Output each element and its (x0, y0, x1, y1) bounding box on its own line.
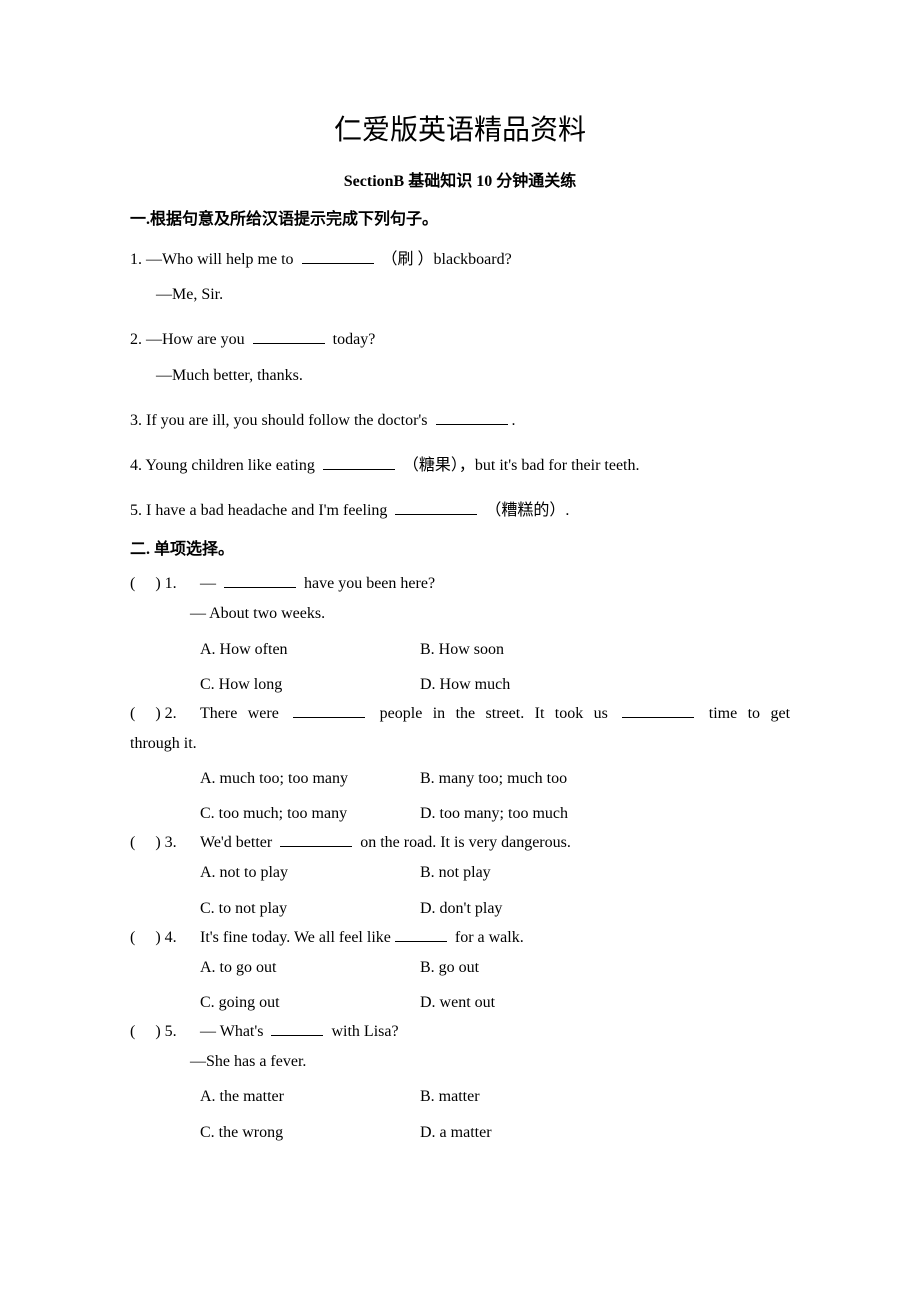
opt-c: C. the wrong (200, 1115, 420, 1150)
page-title: 仁爱版英语精品资料 (130, 110, 790, 152)
stem-pre: There were (200, 705, 289, 722)
opt-b: B. matter (420, 1079, 480, 1114)
opts-row1: A. much too; too many B. many too; much … (130, 761, 790, 796)
opt-a: A. to go out (200, 950, 420, 985)
stem: — What's with Lisa? (200, 1020, 399, 1044)
blank (293, 702, 365, 718)
stem-pre: We'd better (200, 834, 276, 851)
opts-row2: C. going out D. went out (130, 985, 790, 1020)
opts-row2: C. How long D. How much (130, 667, 790, 702)
opt-d: D. went out (420, 985, 495, 1020)
blank (622, 702, 694, 718)
opt-d: D. How much (420, 667, 510, 702)
opt-c: C. going out (200, 985, 420, 1020)
s1-q3-pre: 3. If you are ill, you should follow the… (130, 412, 432, 429)
blank (253, 328, 325, 344)
s2-q2: ( ) 2. There were people in the street. … (130, 702, 790, 832)
opts-row1: A. not to play B. not play (130, 855, 790, 890)
blank (395, 499, 477, 515)
opt-a: A. How often (200, 632, 420, 667)
stem-post: have you been here? (300, 575, 435, 592)
s2-q3: ( ) 3. We'd better on the road. It is ve… (130, 831, 790, 925)
opt-a: A. not to play (200, 855, 420, 890)
blank (280, 831, 352, 847)
s1-q3: 3. If you are ill, you should follow the… (130, 403, 790, 438)
blank (323, 454, 395, 470)
opt-c: C. to not play (200, 891, 420, 926)
opt-c: C. too much; too many (200, 796, 420, 831)
stem-post: time to get (698, 705, 790, 722)
opt-b: B. go out (420, 950, 479, 985)
stem: — have you been here? (200, 572, 435, 596)
opt-a: A. much too; too many (200, 761, 420, 796)
s1-q1: 1. —Who will help me to （刷 ）blackboard? … (130, 242, 790, 312)
opts-row2: C. the wrong D. a matter (130, 1115, 790, 1150)
s1-q4-pre: 4. Young children like eating (130, 457, 319, 474)
s1-q2-cont: —Much better, thanks. (130, 358, 790, 393)
s2-q5: ( ) 5. — What's with Lisa? —She has a fe… (130, 1020, 790, 1150)
s1-q2-pre: 2. —How are you (130, 331, 249, 348)
opt-a: A. the matter (200, 1079, 420, 1114)
mc-prefix: ( ) 4. (130, 926, 200, 950)
cont: — About two weeks. (130, 596, 790, 631)
mc-prefix: ( ) 2. (130, 702, 200, 726)
opts-row1: A. How often B. How soon (130, 632, 790, 667)
s1-q2-hint: today? (333, 331, 376, 348)
stem-pre: — What's (200, 1023, 267, 1040)
s1-q1-hint: （刷 ）blackboard? (382, 251, 512, 268)
s2-q4: ( ) 4. It's fine today. We all feel like… (130, 926, 790, 1020)
stem-post: for a walk. (451, 929, 524, 946)
opt-b: B. many too; much too (420, 761, 567, 796)
blank (395, 926, 447, 942)
opt-d: D. a matter (420, 1115, 492, 1150)
opt-d: D. too many; too much (420, 796, 568, 831)
s1-q5-hint: （糟糕的）. (485, 502, 569, 519)
cont-line: through it. (130, 726, 790, 761)
stem-pre: — (200, 575, 220, 592)
opts-row2: C. to not play D. don't play (130, 891, 790, 926)
opt-c: C. How long (200, 667, 420, 702)
mc-prefix: ( ) 3. (130, 831, 200, 855)
stem: It's fine today. We all feel like for a … (200, 926, 524, 950)
opt-d: D. don't play (420, 891, 502, 926)
blank (224, 572, 296, 588)
s1-q1-cont: —Me, Sir. (130, 277, 790, 312)
cont: —She has a fever. (130, 1044, 790, 1079)
q-num: 3. (165, 834, 177, 851)
q-num: 2. (165, 705, 177, 722)
opt-b: B. not play (420, 855, 491, 890)
blank (271, 1020, 323, 1036)
s1-q3-hint: . (512, 412, 516, 429)
q-num: 4. (165, 929, 177, 946)
s1-q2: 2. —How are you today? —Much better, tha… (130, 322, 790, 392)
mc-prefix: ( ) 1. (130, 572, 200, 596)
s1-q1-pre: 1. —Who will help me to (130, 251, 298, 268)
s1-q4: 4. Young children like eating （糖果），but i… (130, 448, 790, 483)
subtitle: SectionB 基础知识 10 分钟通关练 (130, 170, 790, 194)
section1-heading: 一.根据句意及所给汉语提示完成下列句子。 (130, 208, 790, 232)
stem: We'd better on the road. It is very dang… (200, 831, 571, 855)
stem-pre: It's fine today. We all feel like (200, 929, 391, 946)
opts-row2: C. too much; too many D. too many; too m… (130, 796, 790, 831)
s2-q1: ( ) 1. — have you been here? — About two… (130, 572, 790, 702)
stem: There were people in the street. It took… (200, 702, 790, 726)
s1-q5-pre: 5. I have a bad headache and I'm feeling (130, 502, 391, 519)
blank (302, 248, 374, 264)
section2-heading: 二. 单项选择。 (130, 538, 790, 562)
blank (436, 409, 508, 425)
s1-q5: 5. I have a bad headache and I'm feeling… (130, 493, 790, 528)
stem-mid: people in the street. It took us (369, 705, 618, 722)
s1-q4-hint: （糖果），but it's bad for their teeth. (403, 457, 640, 474)
stem-post: on the road. It is very dangerous. (356, 834, 571, 851)
q-num: 5. (165, 1023, 177, 1040)
mc-prefix: ( ) 5. (130, 1020, 200, 1044)
opt-b: B. How soon (420, 632, 504, 667)
opts-row1: A. the matter B. matter (130, 1079, 790, 1114)
stem-post: with Lisa? (327, 1023, 398, 1040)
q-num: 1. (165, 575, 177, 592)
opts-row1: A. to go out B. go out (130, 950, 790, 985)
